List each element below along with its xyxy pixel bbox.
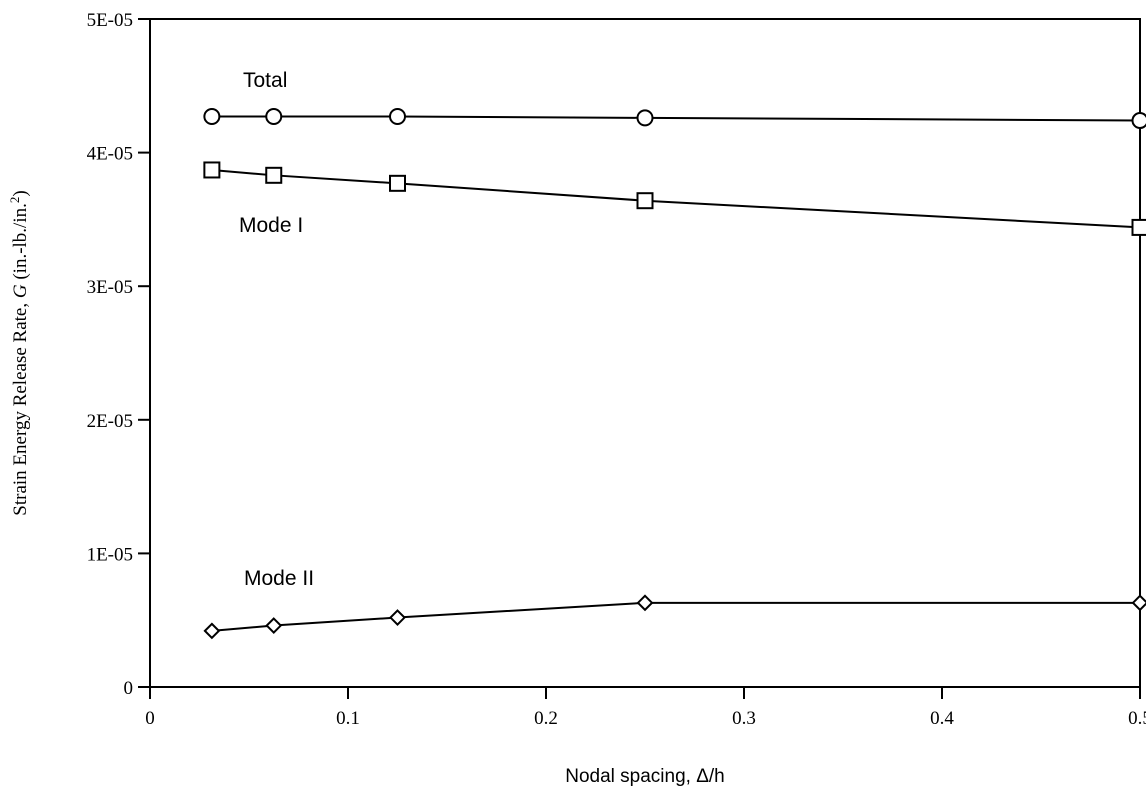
y-axis: 0 1E-05 2E-05 3E-05 4E-05 5E-05 xyxy=(87,10,150,699)
series-line-mode-ii xyxy=(211,601,1140,632)
x-tick-label: 0.1 xyxy=(336,708,360,729)
series-mode-ii xyxy=(203,594,1146,640)
data-point-mode-ii xyxy=(265,617,283,634)
plot-frame xyxy=(149,18,1141,688)
x-tick-label: 0.5 xyxy=(1128,708,1146,729)
data-point-mode-i xyxy=(1131,218,1146,236)
y-tick-label: 4E-05 xyxy=(87,144,133,165)
y-tick-label: 1E-05 xyxy=(87,544,133,565)
data-point-mode-ii xyxy=(1131,594,1146,612)
data-point-mode-ii xyxy=(203,622,221,640)
data-point-total xyxy=(636,109,654,127)
x-tick-label: 0.4 xyxy=(930,708,954,729)
x-axis-label: Nodal spacing, Δ/h xyxy=(565,766,725,787)
x-axis: 0 0.1 0.2 0.3 0.4 0.5 xyxy=(145,687,1146,729)
series-label-mode-i: Mode I xyxy=(239,214,303,237)
data-point-mode-i xyxy=(265,166,283,184)
y-tick-label: 3E-05 xyxy=(87,277,133,298)
data-point-total xyxy=(203,108,221,126)
data-point-total xyxy=(265,108,283,126)
series-total xyxy=(203,108,1146,130)
y-axis-label: Strain Energy Release Rate, G (in.-lb./i… xyxy=(7,190,32,515)
series-mode-i xyxy=(203,161,1146,236)
x-tick-label: 0 xyxy=(145,708,155,729)
data-point-mode-i xyxy=(389,174,406,192)
data-point-mode-ii xyxy=(389,609,406,626)
series-layer xyxy=(203,108,1146,640)
data-point-total xyxy=(1131,112,1146,130)
data-point-total xyxy=(389,108,406,126)
series-line-mode-i xyxy=(211,168,1141,229)
y-tick-label: 5E-05 xyxy=(87,10,133,31)
series-line-total xyxy=(211,115,1141,122)
data-point-mode-i xyxy=(636,192,654,210)
data-point-mode-i xyxy=(203,161,221,179)
series-label-total: Total xyxy=(243,69,287,92)
y-tick-label: 0 xyxy=(124,678,134,699)
y-tick-label: 2E-05 xyxy=(87,411,133,432)
data-point-mode-ii xyxy=(636,594,654,612)
x-tick-label: 0.3 xyxy=(732,708,756,729)
x-tick-label: 0.2 xyxy=(534,708,558,729)
series-label-mode-ii: Mode II xyxy=(244,567,314,590)
